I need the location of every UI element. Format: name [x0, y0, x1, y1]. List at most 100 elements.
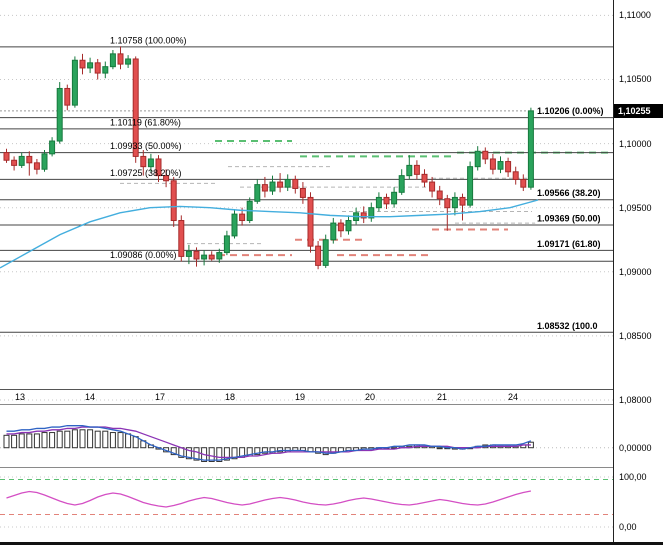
macd-histogram-bar — [79, 429, 86, 449]
macd-histogram-bar — [11, 434, 18, 449]
candle-body — [216, 252, 223, 260]
candle-body — [155, 158, 162, 177]
candle-body — [3, 152, 10, 161]
candle-body — [299, 187, 306, 198]
main-price-chart[interactable]: 13 14 17 18 19 20 21 24 1.10758 (100.00%) 1.10119… — [0, 0, 613, 404]
date-label: 21 — [437, 392, 447, 402]
candle-body — [170, 180, 177, 222]
candle-body — [147, 158, 154, 168]
candle-body — [383, 196, 390, 205]
panel-separator[interactable] — [0, 467, 663, 468]
candle-body — [284, 178, 291, 188]
macd-histogram-bar — [277, 447, 284, 453]
macd-histogram-bar — [125, 433, 132, 449]
price-axis-label: 1,08500 — [619, 330, 652, 341]
macd-main-line — [6, 425, 532, 461]
macd-indicator-panel[interactable] — [0, 405, 613, 467]
candle-body — [26, 155, 33, 164]
candle-body — [56, 87, 63, 142]
fib-label-right: 1.09171 (61.80) — [537, 239, 601, 249]
fib-label-background — [535, 212, 613, 224]
candle-body — [451, 196, 458, 209]
candle-body — [459, 196, 466, 206]
candle-body — [41, 153, 48, 170]
fib-label-right: 1.09369 (50.00) — [537, 213, 601, 223]
candle-body — [398, 175, 405, 193]
fib-label-left: 1.10758 (100.00%) — [110, 35, 187, 45]
fib-label-right: 1.10206 (0.00%) — [537, 106, 604, 116]
candle-body — [467, 166, 474, 206]
candle-body — [269, 181, 276, 192]
candle-body — [322, 239, 329, 266]
candle-body — [163, 175, 170, 182]
fib-label-background — [535, 187, 613, 199]
price-axis-label: 1,09000 — [619, 266, 652, 277]
price-axis-label: 1,10000 — [619, 138, 652, 149]
candle-body — [231, 213, 238, 237]
macd-axis-label: 0,00000 — [619, 442, 652, 453]
price-axis-label: 1,10500 — [619, 74, 652, 85]
candle-body — [239, 213, 246, 222]
candle-body — [49, 140, 56, 155]
candle-body — [140, 155, 147, 168]
oscillator-line — [6, 490, 532, 508]
oscillator-indicator-panel[interactable] — [0, 468, 613, 543]
candle-body — [102, 66, 109, 74]
candle-body — [178, 220, 185, 257]
fib-label-right: 1.09566 (38.20) — [537, 188, 601, 198]
fib-label-background — [535, 105, 613, 117]
date-label: 24 — [508, 392, 518, 402]
fib-label-left: 1.09933 (50.00%) — [110, 141, 182, 151]
current-price-badge: 1,10255 — [614, 103, 663, 118]
candle-body — [117, 53, 124, 65]
macd-histogram-bar — [216, 447, 223, 462]
macd-histogram-bar — [109, 432, 116, 449]
candle-body — [360, 212, 367, 219]
fib-label-right: 1.08532 (100.0 — [537, 321, 598, 331]
candle-body — [33, 162, 40, 170]
macd-histogram-bar — [18, 433, 25, 449]
candle-body — [421, 173, 428, 183]
macd-histogram-bar — [436, 447, 443, 450]
candle-body — [413, 164, 420, 175]
candle-body — [337, 222, 344, 232]
candle-body — [125, 58, 132, 65]
macd-histogram-bar — [193, 447, 200, 461]
macd-histogram-bar — [56, 430, 63, 449]
candle-body — [193, 250, 200, 260]
date-label: 14 — [85, 392, 95, 402]
fib-label-background — [535, 237, 613, 249]
candle-body — [132, 58, 139, 157]
candle-body — [254, 184, 261, 202]
candle-body — [223, 235, 230, 254]
candle-body — [71, 59, 78, 106]
candle-body — [375, 196, 382, 209]
candle-body — [185, 250, 192, 257]
candle-body — [18, 155, 25, 166]
candle-body — [345, 220, 352, 232]
candle-body — [261, 184, 268, 192]
candle-body — [482, 150, 489, 160]
candle-body — [368, 207, 375, 219]
candle-body — [330, 222, 337, 241]
macd-histogram-bar — [49, 432, 56, 449]
macd-histogram-bar — [208, 447, 215, 462]
oscillator-axis-label: 100,00 — [619, 472, 647, 482]
fib-label-left: 1.10119 (61.80%) — [110, 117, 181, 127]
candle-body — [429, 181, 436, 192]
candle-body — [94, 62, 101, 74]
candle-body — [474, 150, 481, 168]
macd-histogram-bar — [261, 447, 268, 454]
macd-histogram-bar — [254, 447, 261, 456]
macd-histogram-bar — [231, 447, 238, 460]
candle-body — [505, 161, 512, 173]
macd-histogram-bar — [117, 432, 124, 449]
moving-average-line — [0, 199, 539, 269]
candle-body — [307, 196, 314, 247]
macd-histogram-bar — [33, 433, 40, 449]
macd-histogram-bar — [102, 430, 109, 449]
candle-body — [87, 62, 94, 69]
macd-histogram-bar — [322, 447, 329, 456]
panel-separator[interactable] — [0, 404, 663, 405]
macd-histogram-bar — [223, 447, 230, 461]
